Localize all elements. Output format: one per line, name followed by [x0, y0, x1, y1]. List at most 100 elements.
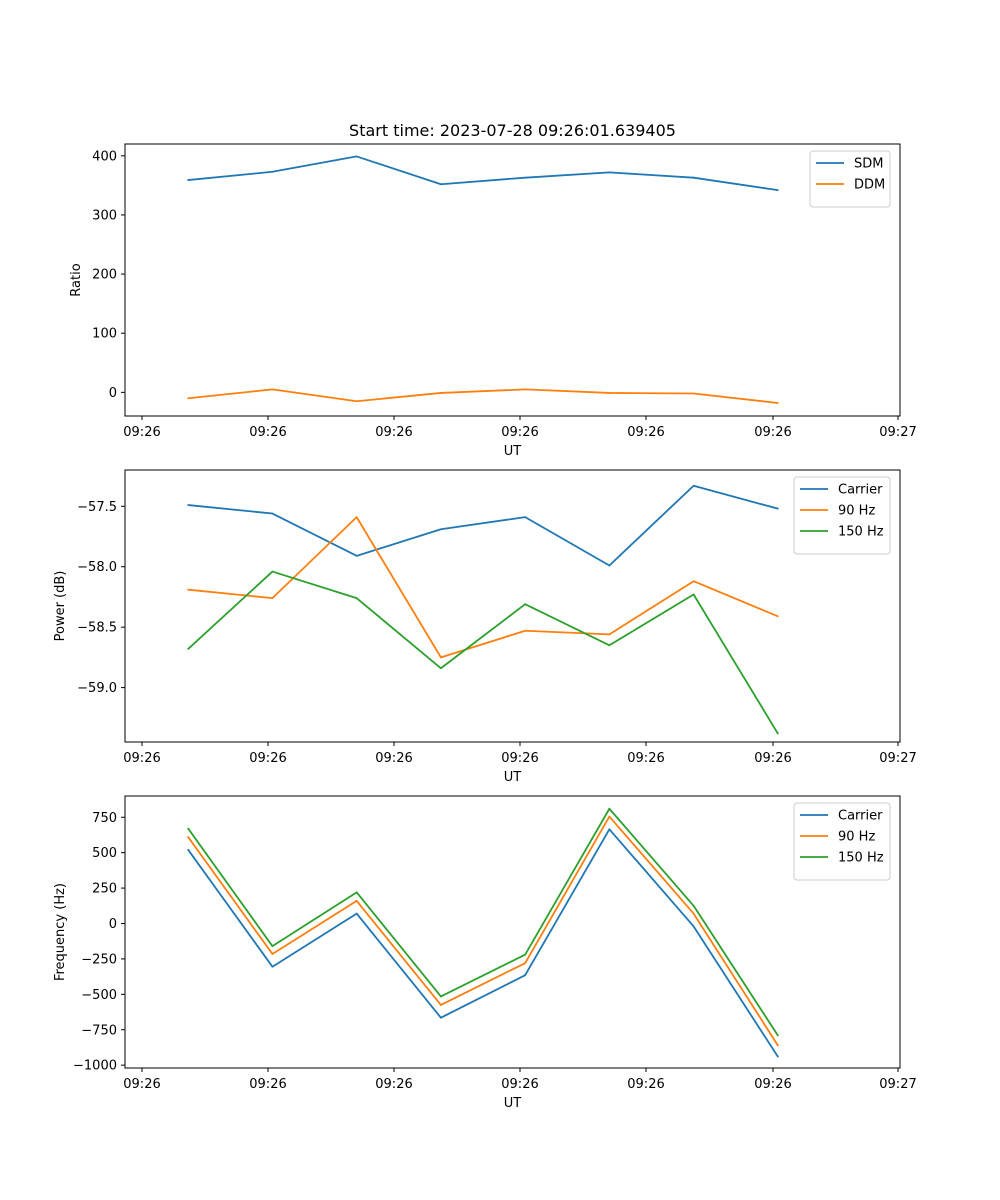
x-axis-label: UT — [504, 770, 522, 785]
data-point — [355, 516, 358, 519]
data-point — [187, 827, 190, 830]
y-axis-label: Frequency (Hz) — [53, 883, 68, 981]
data-point — [776, 615, 779, 618]
data-point — [524, 176, 527, 179]
series-line-ddm — [188, 388, 778, 404]
axes-frame — [124, 795, 901, 1069]
legend-label: 90 Hz — [838, 830, 875, 845]
data-point — [271, 388, 274, 391]
x-tick-label: 09:26 — [375, 751, 412, 766]
legend-label: 90 Hz — [838, 504, 875, 519]
data-point — [524, 516, 527, 519]
data-point — [439, 183, 442, 186]
data-point — [776, 1055, 779, 1058]
data-point — [692, 392, 695, 395]
y-tick-label: 200 — [92, 268, 117, 283]
series-line-carrier — [187, 828, 779, 1058]
data-point — [187, 179, 190, 181]
data-point — [608, 828, 611, 831]
y-tick-label: 100 — [92, 327, 117, 342]
x-tick-label: 09:26 — [501, 751, 538, 766]
data-point — [776, 732, 779, 735]
y-tick-label: 250 — [92, 882, 117, 897]
x-tick-label: 09:26 — [627, 751, 664, 766]
data-point — [439, 392, 442, 394]
data-point — [692, 580, 695, 583]
x-tick-label: 09:26 — [754, 751, 791, 766]
data-point — [187, 397, 190, 400]
data-point — [524, 953, 527, 956]
y-tick-label: −57.5 — [77, 500, 117, 515]
x-tick-label: 09:26 — [754, 1077, 791, 1092]
y-tick-label: −500 — [81, 988, 117, 1003]
y-tick-label: −250 — [81, 952, 117, 967]
x-tick-label: 09:26 — [375, 425, 412, 440]
data-point — [187, 648, 190, 650]
data-point — [524, 388, 527, 391]
data-point — [776, 402, 779, 404]
legend-frame — [809, 150, 891, 208]
data-point — [271, 570, 274, 573]
legend: Carrier 90 Hz 150 Hz — [793, 476, 891, 555]
legend: SDM DDM — [809, 150, 891, 208]
x-tick-label: 09:26 — [375, 1077, 412, 1092]
y-tick-label: 500 — [92, 846, 117, 861]
series-line-sdm — [188, 155, 778, 192]
data-point — [187, 588, 190, 591]
data-point — [776, 189, 779, 192]
data-point — [355, 597, 358, 600]
series-line-90-hz — [188, 516, 779, 659]
y-axis-label: Ratio — [69, 263, 84, 296]
y-tick-label: 300 — [92, 208, 117, 223]
x-tick-label: 09:27 — [879, 751, 916, 766]
x-tick-label: 09:26 — [123, 425, 160, 440]
panel-2: 09:26 09:26 09:26 09:26 09:26 09:26 09:27 −57.5… — [53, 469, 917, 785]
data-point — [439, 1004, 442, 1006]
y-tick-label: −59.0 — [77, 681, 117, 696]
data-point — [524, 629, 527, 632]
legend-label: 150 Hz — [838, 851, 884, 866]
x-tick-label: 09:27 — [879, 425, 916, 440]
data-point — [776, 1034, 779, 1037]
legend: Carrier 90 Hz 150 Hz — [793, 802, 891, 881]
y-tick-label: −58.0 — [77, 560, 117, 575]
data-point — [524, 962, 527, 965]
x-tick-label: 09:26 — [123, 1077, 160, 1092]
data-point — [187, 848, 190, 851]
legend-frame — [793, 802, 891, 881]
legend-label: 150 Hz — [838, 525, 884, 540]
data-point — [271, 597, 274, 600]
chart-title: Start time: 2023-07-28 09:26:01.639405 — [349, 121, 676, 140]
data-point — [608, 644, 611, 647]
data-point — [524, 603, 527, 606]
data-point — [608, 633, 611, 636]
data-point — [271, 945, 274, 948]
data-point — [439, 1016, 442, 1019]
series-line-carrier — [188, 484, 779, 567]
legend-label: Carrier — [838, 809, 883, 824]
y-tick-label: −58.5 — [77, 621, 117, 636]
y-tick-label: 0 — [109, 917, 117, 932]
x-tick-label: 09:27 — [879, 1077, 916, 1092]
data-point — [271, 170, 274, 173]
x-tick-label: 09:26 — [501, 1077, 538, 1092]
x-tick-label: 09:26 — [249, 425, 286, 440]
data-point — [608, 807, 611, 810]
data-point — [439, 995, 442, 998]
x-axis-label: UT — [504, 1096, 522, 1111]
data-point — [439, 656, 442, 659]
x-tick-label: 09:26 — [501, 425, 538, 440]
data-point — [187, 836, 190, 838]
data-point — [608, 564, 611, 567]
legend-label: SDM — [854, 157, 883, 172]
data-point — [692, 176, 695, 179]
data-point — [271, 953, 274, 955]
data-point — [355, 155, 358, 158]
data-point — [776, 1044, 779, 1047]
y-tick-label: 400 — [92, 149, 117, 164]
x-tick-label: 09:26 — [754, 425, 791, 440]
data-point — [608, 392, 611, 394]
y-tick-label: 0 — [109, 386, 117, 401]
x-tick-label: 09:26 — [249, 1077, 286, 1092]
